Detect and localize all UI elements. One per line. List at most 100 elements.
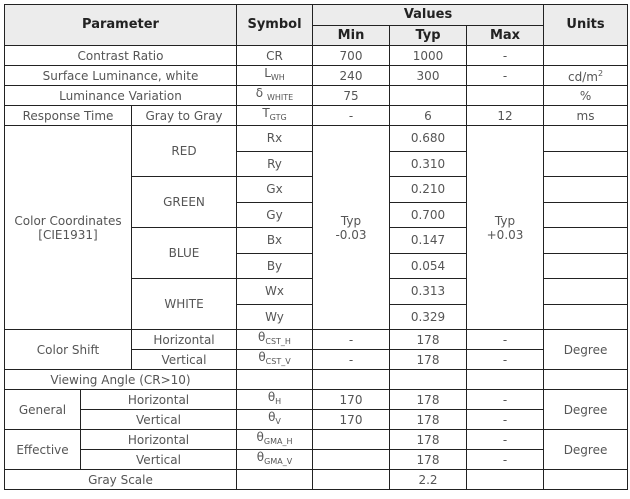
table-row: Vertical θGMA_V 178 - — [5, 449, 628, 470]
header-units: Units — [543, 4, 629, 46]
max: - — [465, 45, 545, 66]
header-values: Values — [311, 4, 545, 26]
color-group: BLUE — [131, 227, 237, 279]
symbol-sub: H — [275, 397, 282, 406]
symbol-main: δ — [255, 86, 264, 101]
symbol: θH — [236, 389, 313, 410]
units — [543, 227, 629, 254]
units: Degree — [543, 329, 629, 370]
max: 12 — [465, 105, 545, 126]
units — [543, 201, 629, 228]
table-row: BLUE Bx 0.147 — [5, 227, 629, 279]
units — [543, 369, 629, 390]
param-label: Luminance Variation — [4, 85, 237, 106]
table-row: Ry 0.310 — [5, 150, 629, 177]
max: - — [465, 349, 545, 370]
symbol: θGMA_H — [236, 429, 313, 450]
units — [543, 469, 629, 490]
label-line1: Color Coordinates — [14, 213, 122, 228]
symbol: LWH — [236, 65, 313, 86]
symbol-main: θ — [267, 390, 276, 405]
table-row: Viewing Angle (CR>10) — [4, 369, 629, 390]
spec-table: Parameter Symbol Values Units Min Typ Ma… — [4, 4, 629, 490]
max — [465, 469, 545, 490]
typ: 178 — [389, 409, 467, 430]
table-row: Surface Luminance, white LWH 240 300 - c… — [4, 65, 629, 86]
typ — [389, 369, 467, 390]
symbol-main: T — [262, 106, 270, 121]
param-sublabel: Horizontal — [80, 389, 237, 410]
typ: 0.310 — [389, 150, 467, 177]
param-sublabel: Vertical — [131, 349, 237, 370]
table-row: Color Coordinates [CIE1931] RED Rx Typ -0.… — [4, 125, 629, 330]
units-sup: 2 — [597, 69, 604, 78]
units — [543, 252, 629, 279]
header-typ: Typ — [389, 25, 467, 46]
header-min: Min — [312, 25, 390, 46]
symbol-main: θ — [268, 410, 276, 425]
min — [312, 429, 390, 450]
symbol — [236, 369, 313, 390]
units: Degree — [543, 389, 629, 430]
symbol: Wx — [236, 278, 313, 305]
symbol: Rx — [236, 125, 313, 152]
min: 75 — [312, 85, 390, 106]
symbol-main: L — [264, 66, 271, 81]
min — [312, 449, 390, 470]
label-line2: [CIE1931] — [38, 227, 98, 242]
min: 170 — [312, 389, 390, 410]
table-row: Wy 0.329 — [5, 303, 629, 330]
table-row: Gray Scale 2.2 — [4, 469, 629, 490]
typ: 6 — [389, 105, 467, 126]
typ: 0.147 — [389, 227, 467, 254]
symbol-sub: GTG — [269, 113, 287, 122]
color-max: Typ +0.03 — [465, 125, 545, 330]
units: cd/m2 — [543, 65, 629, 86]
table-row: General Horizontal θH 170 178 - Degree — [4, 389, 629, 430]
min: 240 — [312, 65, 390, 86]
symbol-sub: CST_H — [265, 337, 291, 346]
param-label: Effective — [4, 429, 81, 470]
symbol: Bx — [236, 227, 313, 254]
symbol-main: θ — [256, 430, 264, 445]
symbol: θV — [236, 409, 313, 430]
max: - — [465, 409, 545, 430]
units: ms — [543, 105, 629, 126]
symbol: Gy — [236, 201, 313, 228]
param-sublabel: Vertical — [80, 409, 237, 430]
max: - — [465, 429, 545, 450]
table-row: GREEN Gx 0.210 — [5, 176, 629, 228]
symbol-sub: GMA_V — [264, 457, 293, 466]
min — [312, 369, 390, 390]
max: - — [465, 449, 545, 470]
table-row: Contrast Ratio CR 700 1000 - — [4, 45, 629, 66]
typ: 0.680 — [389, 125, 467, 152]
units — [543, 125, 629, 152]
symbol-sub: WH — [270, 73, 285, 82]
param-label: Gray Scale — [4, 469, 237, 490]
symbol: Ry — [236, 150, 313, 177]
typ: 0.329 — [389, 303, 467, 330]
min: - — [312, 349, 390, 370]
units — [543, 303, 629, 330]
typ: 0.210 — [389, 176, 467, 203]
symbol: By — [236, 252, 313, 279]
min: 700 — [312, 45, 390, 66]
symbol: Wy — [236, 303, 313, 330]
typ: 1000 — [389, 45, 467, 66]
symbol-main: θ — [256, 450, 265, 465]
symbol-sub: CST_V — [265, 357, 291, 366]
color-group: GREEN — [131, 176, 237, 228]
param-label: Viewing Angle (CR>10) — [4, 369, 237, 390]
min-line2: -0.03 — [335, 227, 367, 242]
table-row: Gy 0.700 — [5, 201, 629, 228]
min: - — [312, 105, 390, 126]
typ: 0.054 — [389, 252, 467, 279]
max-line1: Typ — [494, 213, 516, 228]
param-sublabel: Horizontal — [131, 329, 237, 350]
units — [543, 278, 629, 305]
typ: 178 — [389, 329, 467, 350]
units: Degree — [543, 429, 629, 470]
symbol: Gx — [236, 176, 313, 203]
param-label: Contrast Ratio — [4, 45, 237, 66]
